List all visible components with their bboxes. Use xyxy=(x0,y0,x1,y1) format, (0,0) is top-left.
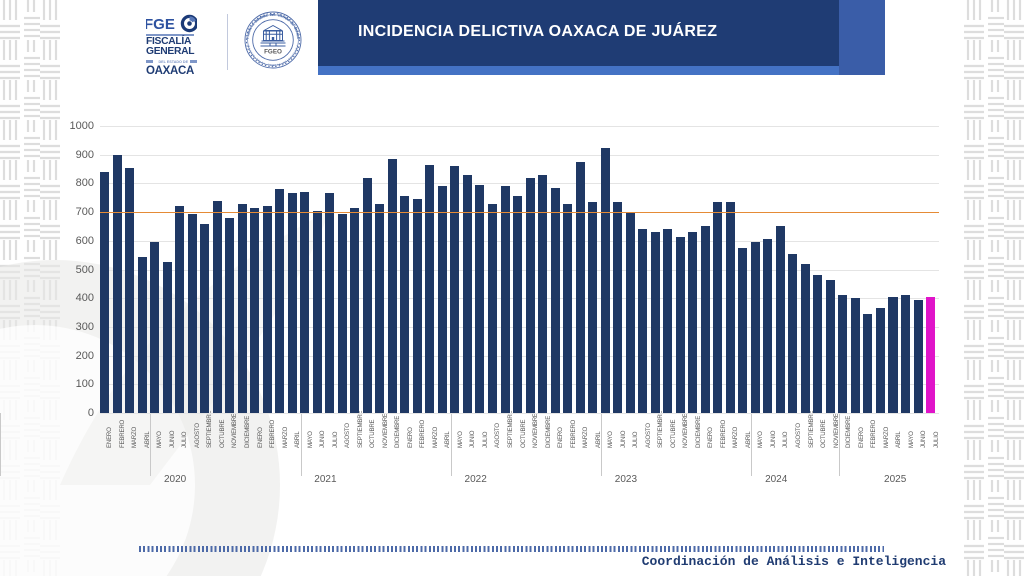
svg-text:FGEO: FGEO xyxy=(264,48,282,55)
svg-text:FGE: FGE xyxy=(146,16,175,33)
